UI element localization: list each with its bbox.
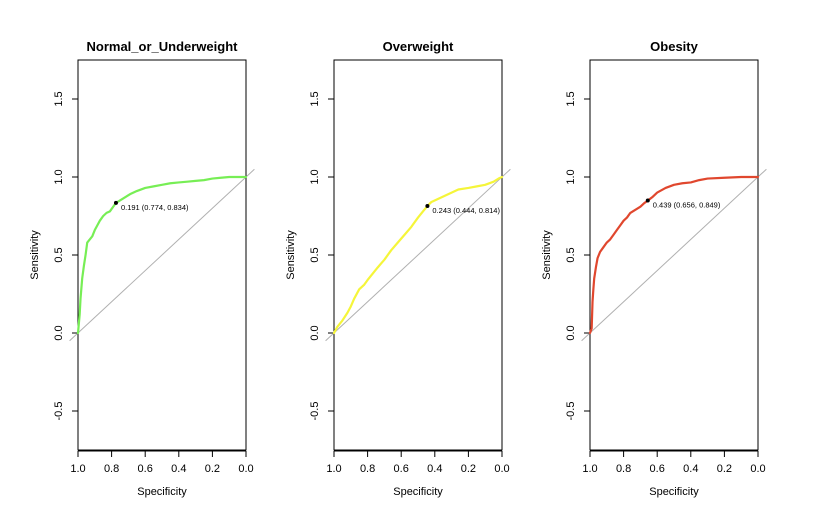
x-tick-label: 0.2 xyxy=(717,463,732,475)
x-tick-label: 1.0 xyxy=(326,463,341,475)
reference-diagonal-line xyxy=(581,168,767,342)
y-axis-label: Sensitivity xyxy=(29,230,41,280)
best-threshold-point xyxy=(425,204,430,209)
y-axis-label: Sensitivity xyxy=(285,230,297,280)
x-tick-label: 0.8 xyxy=(360,463,375,475)
y-tick-label: 0.5 xyxy=(53,247,65,262)
x-tick-label: 0.6 xyxy=(138,463,153,475)
y-tick-label: 0.0 xyxy=(565,325,577,340)
x-tick-label: 0.6 xyxy=(394,463,409,475)
x-axis-label: Specificity xyxy=(137,486,187,498)
y-tick-label: -0.5 xyxy=(565,402,577,421)
x-tick-label: 0.0 xyxy=(750,463,765,475)
y-tick-label: 0.0 xyxy=(309,325,321,340)
x-tick-label: 0.8 xyxy=(104,463,119,475)
x-tick-label: 0.0 xyxy=(494,463,509,475)
y-tick-label: 1.5 xyxy=(309,91,321,106)
x-tick-label: 1.0 xyxy=(70,463,85,475)
x-tick-label: 0.4 xyxy=(683,463,698,475)
roc-curve xyxy=(588,175,760,335)
chart-title: Overweight xyxy=(383,39,454,54)
roc-curve xyxy=(332,175,504,335)
x-tick-label: 0.4 xyxy=(171,463,186,475)
best-threshold-point xyxy=(645,198,650,203)
x-axis-label: Specificity xyxy=(649,486,699,498)
x-tick-label: 0.2 xyxy=(205,463,220,475)
reference-diagonal-line xyxy=(69,168,255,342)
reference-diagonal-line xyxy=(325,168,511,342)
x-tick-label: 1.0 xyxy=(582,463,597,475)
x-tick-label: 0.0 xyxy=(238,463,253,475)
x-tick-label: 0.6 xyxy=(650,463,665,475)
roc-panel-3: Obesity 1.0 0.8 0.6 0.4 0.2 0.0 Specificity -0.5… xyxy=(541,39,767,498)
roc-curve xyxy=(76,175,248,335)
x-tick-label: 0.8 xyxy=(616,463,631,475)
best-threshold-label: 0.243 (0.444, 0.814) xyxy=(432,206,500,215)
y-tick-label: -0.5 xyxy=(53,402,65,421)
y-tick-label: 1.0 xyxy=(53,169,65,184)
y-tick-label: 0.5 xyxy=(309,247,321,262)
y-axis-label: Sensitivity xyxy=(541,230,553,280)
y-tick-label: 1.0 xyxy=(565,169,577,184)
best-threshold-label: 0.439 (0.656, 0.849) xyxy=(653,201,721,210)
x-axis-label: Specificity xyxy=(393,486,443,498)
y-tick-label: 1.5 xyxy=(565,91,577,106)
y-tick-label: 1.0 xyxy=(309,169,321,184)
chart-title: Obesity xyxy=(650,39,698,54)
x-tick-label: 0.4 xyxy=(427,463,442,475)
best-threshold-label: 0.191 (0.774, 0.834) xyxy=(121,203,189,212)
y-tick-label: 0.5 xyxy=(565,247,577,262)
y-tick-label: 0.0 xyxy=(53,325,65,340)
roc-panel-2: Overweight 1.0 0.8 0.6 0.4 0.2 0.0 Specificity -… xyxy=(285,39,511,498)
roc-panel-1: Normal_or_Underweight 1.0 0.8 0.6 0.4 0.2 0.0 S… xyxy=(29,39,255,498)
x-tick-label: 0.2 xyxy=(461,463,476,475)
best-threshold-point xyxy=(113,200,118,205)
y-tick-label: 1.5 xyxy=(53,91,65,106)
chart-title: Normal_or_Underweight xyxy=(87,39,239,54)
y-tick-label: -0.5 xyxy=(309,402,321,421)
